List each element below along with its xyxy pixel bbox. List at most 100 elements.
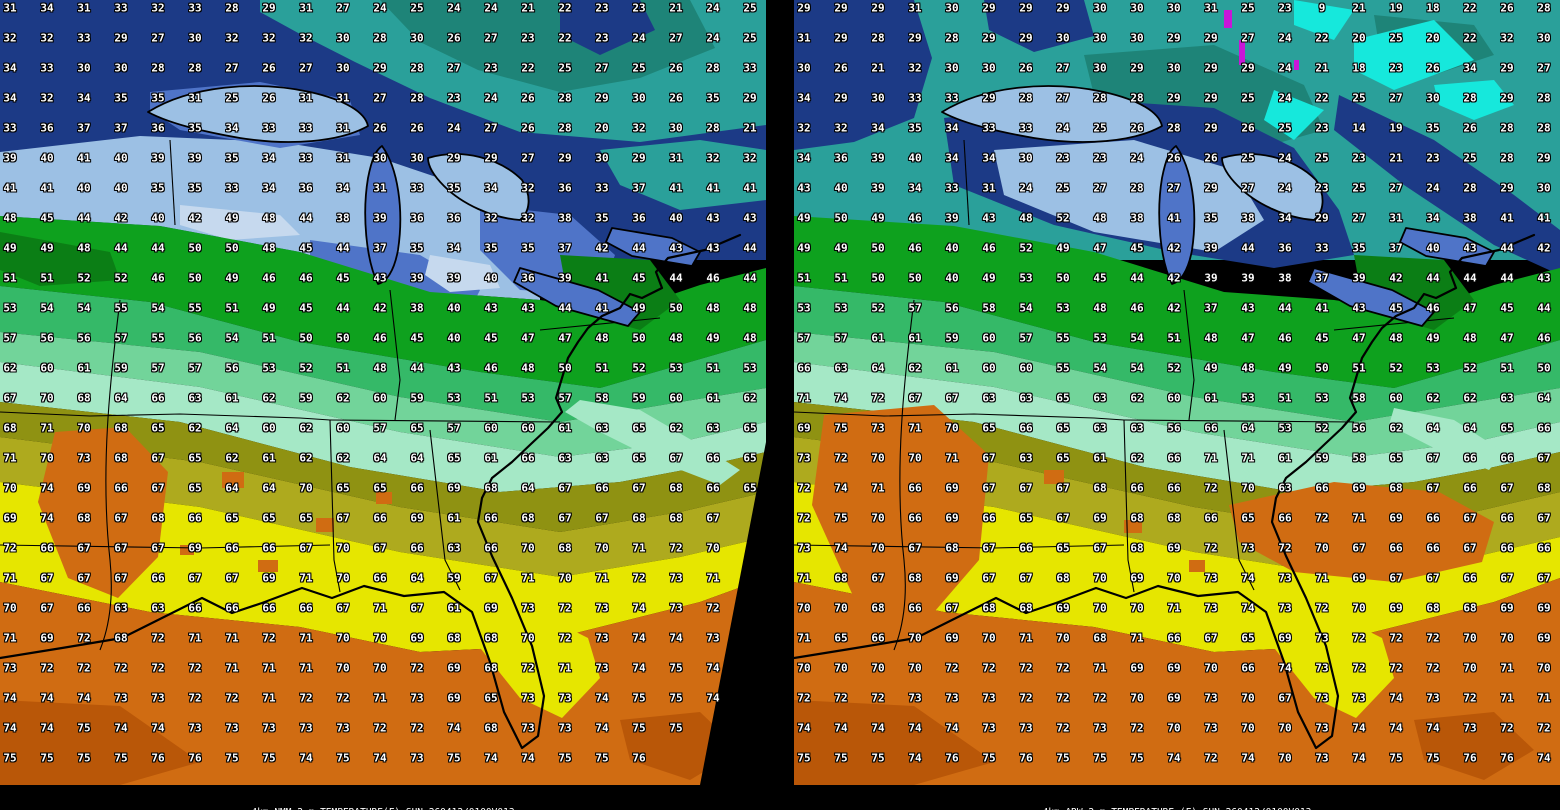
grid-value: 33: [945, 91, 959, 105]
grid-value: 68: [114, 631, 128, 645]
grid-value: 72: [151, 631, 165, 645]
grid-value: 66: [151, 571, 165, 585]
grid-value: 72: [1463, 691, 1477, 705]
nmm-caption: 4km NMM 2-m TEMPERATURE(F) SUN 260412/01…: [0, 785, 766, 810]
grid-value: 73: [595, 661, 609, 675]
grid-value: 35: [225, 151, 239, 165]
grid-value: 64: [262, 481, 276, 495]
grid-value: 44: [336, 241, 350, 255]
grid-value: 69: [1167, 691, 1181, 705]
grid-value: 67: [1537, 571, 1551, 585]
domain-cut-corner: [700, 442, 766, 785]
grid-value: 70: [1241, 481, 1255, 495]
grid-value: 68: [1130, 511, 1144, 525]
grid-value: 27: [484, 31, 498, 45]
grid-value: 72: [982, 661, 996, 675]
grid-value: 68: [1167, 511, 1181, 525]
grid-value: 74: [834, 391, 848, 405]
grid-value: 66: [1167, 481, 1181, 495]
grid-value: 25: [1278, 121, 1292, 135]
grid-value: 40: [834, 181, 848, 195]
grid-value: 75: [225, 751, 239, 765]
grid-value: 74: [1389, 691, 1403, 705]
grid-value: 34: [908, 181, 922, 195]
grid-value: 65: [447, 451, 461, 465]
grid-value: 51: [1500, 361, 1514, 375]
grid-value: 27: [1241, 181, 1255, 195]
grid-value: 70: [871, 541, 885, 555]
grid-value: 53: [1426, 361, 1440, 375]
grid-value: 49: [632, 301, 646, 315]
grid-value: 57: [373, 421, 387, 435]
grid-value: 29: [262, 1, 276, 15]
grid-value: 71: [797, 571, 811, 585]
grid-value: 69: [945, 481, 959, 495]
grid-value: 73: [188, 721, 202, 735]
grid-value: 44: [1463, 271, 1477, 285]
grid-value: 27: [299, 61, 313, 75]
grid-value: 24: [1130, 151, 1144, 165]
grid-value: 23: [1426, 151, 1440, 165]
grid-value: 62: [1389, 421, 1403, 435]
grid-value: 70: [3, 481, 17, 495]
grid-value: 29: [484, 151, 498, 165]
grid-value: 39: [1352, 271, 1366, 285]
grid-value: 72: [40, 661, 54, 675]
grid-value: 62: [3, 361, 17, 375]
grid-value: 37: [632, 181, 646, 195]
grid-value: 40: [151, 211, 165, 225]
grid-value: 35: [188, 181, 202, 195]
grid-value: 29: [1019, 31, 1033, 45]
grid-value: 24: [632, 31, 646, 45]
grid-value: 65: [1241, 631, 1255, 645]
grid-value: 51: [40, 271, 54, 285]
grid-value: 70: [1130, 601, 1144, 615]
grid-value: 74: [834, 721, 848, 735]
grid-value: 32: [908, 61, 922, 75]
grid-value: 35: [188, 121, 202, 135]
grid-value: 65: [1056, 391, 1070, 405]
grid-value: 68: [77, 511, 91, 525]
grid-value: 71: [521, 571, 535, 585]
grid-value: 33: [908, 91, 922, 105]
grid-value: 75: [982, 751, 996, 765]
grid-value: 53: [743, 361, 757, 375]
grid-value: 69: [1352, 481, 1366, 495]
grid-value: 72: [1204, 481, 1218, 495]
grid-value: 32: [262, 31, 276, 45]
grid-value: 53: [669, 361, 683, 375]
grid-value: 72: [1278, 541, 1292, 555]
grid-value: 49: [706, 331, 720, 345]
grid-value: 23: [1389, 61, 1403, 75]
grid-value: 21: [871, 61, 885, 75]
grid-value: 69: [1130, 571, 1144, 585]
grid-value: 66: [1204, 421, 1218, 435]
grid-value: 32: [834, 121, 848, 135]
grid-value: 44: [1537, 301, 1551, 315]
grid-value: 70: [40, 451, 54, 465]
grid-value: 69: [797, 421, 811, 435]
grid-value: 71: [1130, 631, 1144, 645]
grid-value: 66: [871, 631, 885, 645]
grid-value: 69: [1389, 601, 1403, 615]
grid-value: 45: [1130, 241, 1144, 255]
grid-value: 72: [1389, 661, 1403, 675]
grid-value: 73: [299, 721, 313, 735]
grid-value: 41: [706, 181, 720, 195]
lake-michigan: [1158, 145, 1196, 285]
grid-value: 31: [299, 91, 313, 105]
grid-value: 71: [1019, 631, 1033, 645]
grid-value: 66: [410, 541, 424, 555]
grid-value: 70: [521, 541, 535, 555]
grid-value: 62: [743, 391, 757, 405]
grid-value: 59: [299, 391, 313, 405]
grid-value: 33: [743, 61, 757, 75]
grid-value: 67: [1463, 541, 1477, 555]
grid-value: 74: [945, 721, 959, 735]
grid-value: 31: [77, 1, 91, 15]
grid-value: 43: [373, 271, 387, 285]
grid-value: 18: [1352, 61, 1366, 75]
grid-value: 28: [1537, 1, 1551, 15]
grid-value: 74: [1426, 721, 1440, 735]
grid-value: 28: [410, 61, 424, 75]
